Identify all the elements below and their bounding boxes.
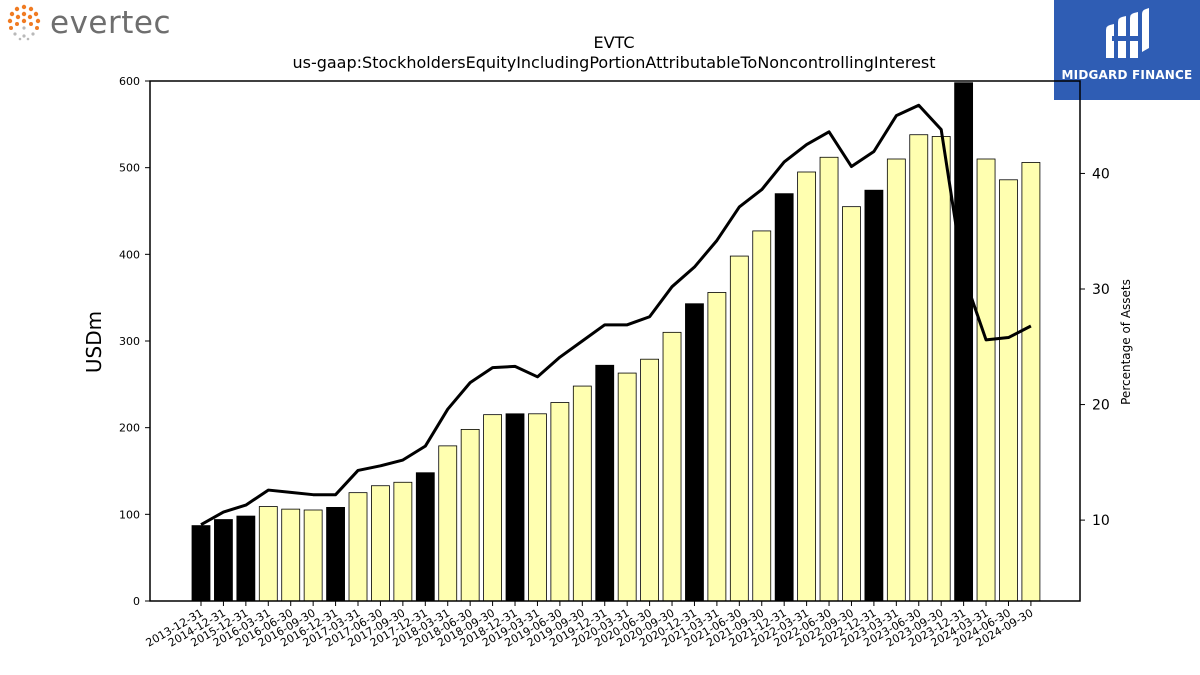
bar-2021-09-30 — [752, 230, 772, 602]
bar-2022-09-30 — [842, 206, 861, 602]
percentage-line — [200, 103, 1032, 527]
bar-2021-06-30 — [729, 255, 749, 602]
y-tick-label: 400 — [119, 248, 140, 261]
midgard-mark-icon — [1106, 8, 1149, 58]
bar-2013-12-31 — [191, 525, 211, 602]
bar-2023-09-30 — [931, 136, 951, 602]
x-axis: 2013-12-312014-12-312015-12-312016-03-31… — [144, 601, 1035, 650]
y-tick-label: 100 — [119, 508, 140, 521]
y-axis-label: USDm — [82, 311, 106, 373]
bar-2020-06-30 — [640, 358, 659, 602]
bar-2017-12-31 — [415, 472, 435, 602]
bar-2019-06-30 — [550, 402, 570, 602]
bar-2016-12-31 — [326, 506, 345, 602]
bar-2018-12-31 — [505, 413, 525, 602]
bar-2023-03-31 — [886, 158, 906, 602]
midgard-finance-logo: MIDGARD FINANCE — [1054, 0, 1200, 100]
y2-axis-label: Percentage of Assets — [1119, 279, 1133, 405]
bar-2024-09-30 — [1021, 162, 1041, 602]
y-tick-label: 0 — [133, 595, 140, 608]
bar-2017-09-30 — [393, 481, 413, 602]
bar-2017-06-30 — [371, 485, 390, 602]
bar-2020-12-31 — [685, 303, 704, 602]
midgard-logo-text: MIDGARD FINANCE — [1061, 68, 1193, 82]
y2-tick-label: 30 — [1092, 282, 1110, 298]
line-series — [200, 103, 1032, 527]
y-axis-right: 10 20 30 40 — [1080, 166, 1110, 529]
bar-2014-12-31 — [214, 519, 233, 602]
y2-tick-label: 20 — [1092, 398, 1110, 414]
y-tick-label: 200 — [119, 422, 140, 435]
bar-2021-12-31 — [774, 193, 794, 602]
evertec-dots-icon — [7, 4, 41, 41]
bar-2022-03-31 — [797, 171, 817, 602]
bar-2018-09-30 — [483, 414, 502, 602]
y-tick-label: 600 — [119, 75, 140, 88]
bar-2023-12-31 — [954, 82, 974, 602]
bar-2016-06-30 — [281, 508, 301, 602]
bar-2021-03-31 — [707, 292, 727, 602]
bar-2024-03-31 — [976, 158, 996, 602]
y2-tick-label: 10 — [1092, 513, 1110, 529]
bar-2020-09-30 — [662, 331, 682, 602]
y-tick-label: 500 — [119, 162, 140, 175]
bar-2018-03-31 — [438, 445, 458, 602]
bar-2022-12-31 — [864, 189, 884, 602]
bar-2019-12-31 — [595, 364, 615, 602]
bar-2019-09-30 — [572, 385, 592, 602]
chart-title: EVTC — [593, 33, 634, 52]
evertec-logo: evertec — [4, 2, 171, 44]
y-axis-left: 0 100 200 300 400 500 600 — [119, 75, 150, 608]
bar-2023-06-30 — [909, 134, 929, 602]
bar-2022-06-30 — [819, 156, 839, 602]
bar-2016-03-31 — [258, 506, 278, 602]
bar-2020-03-31 — [617, 372, 637, 602]
y-tick-label: 300 — [119, 335, 140, 348]
chart-subtitle: us-gaap:StockholdersEquityIncludingPorti… — [292, 53, 935, 72]
bar-2019-03-31 — [528, 413, 547, 602]
evertec-logo-text: evertec — [50, 5, 172, 41]
bar-2024-06-30 — [999, 179, 1018, 602]
bar-2015-12-31 — [236, 515, 256, 602]
bar-2018-06-30 — [460, 428, 480, 602]
bar-2016-09-30 — [303, 509, 323, 602]
bar-2017-03-31 — [348, 492, 368, 602]
y2-tick-label: 40 — [1092, 166, 1110, 182]
bar-series — [191, 82, 1041, 602]
